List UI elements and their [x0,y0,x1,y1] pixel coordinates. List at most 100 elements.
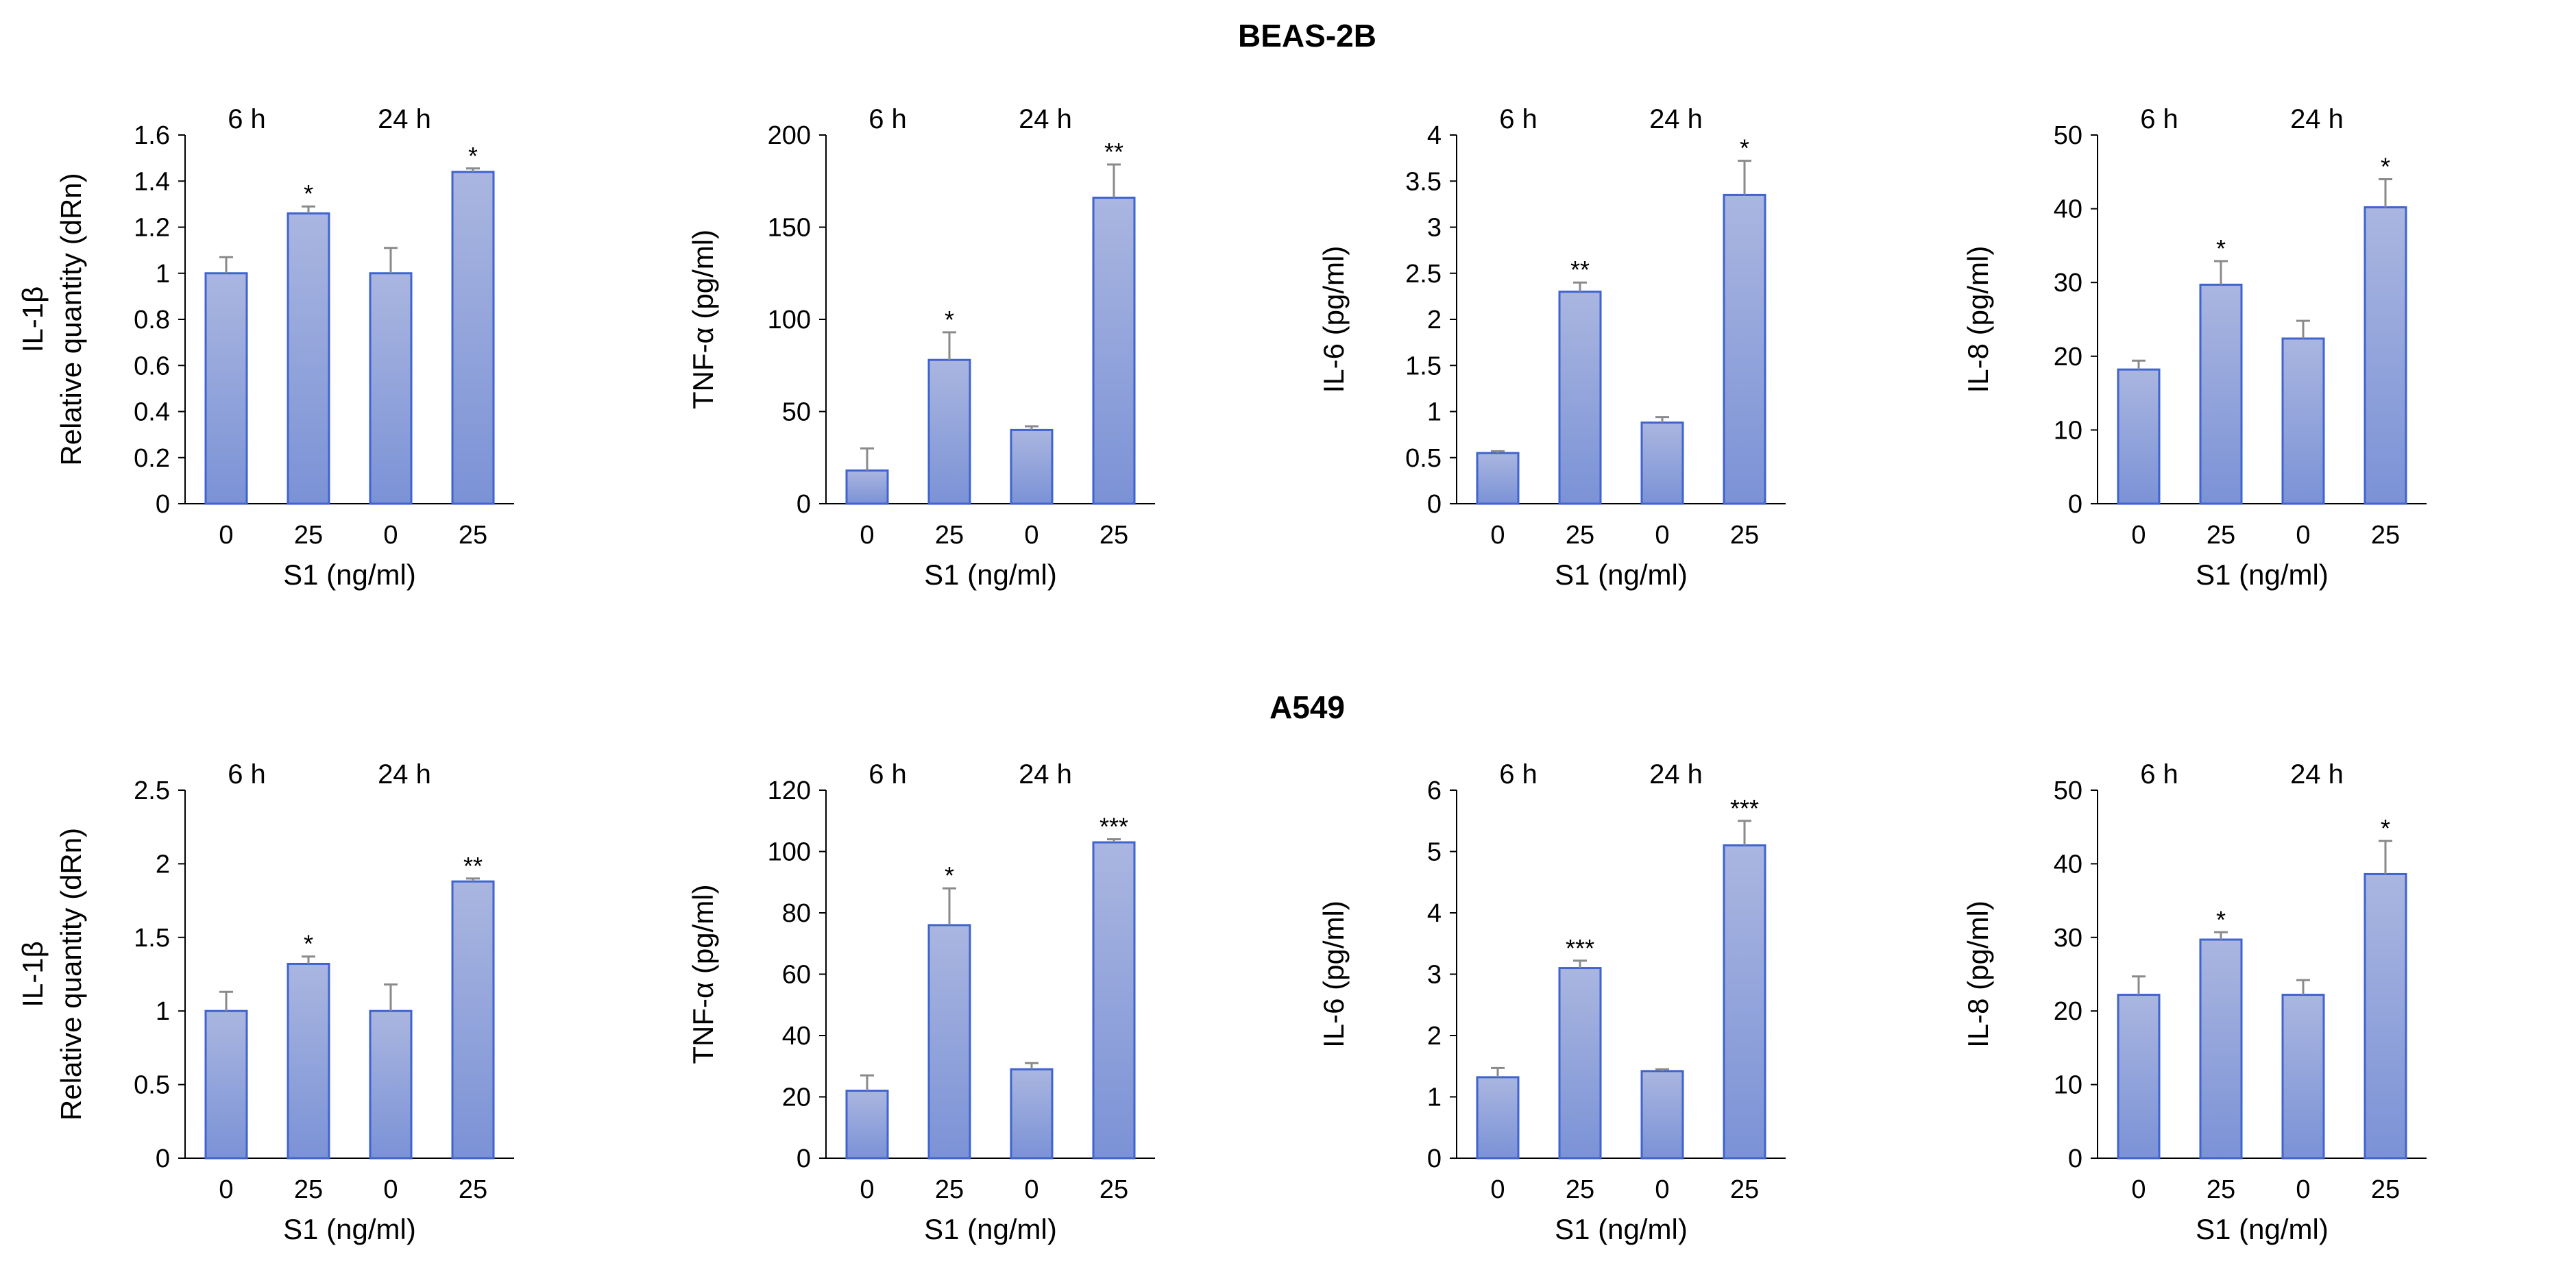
g0-c1-period-label: 24 h [1019,104,1072,134]
g0-c3-x-tick-label: 0 [2296,521,2310,550]
g1-c3-x-tick-label: 0 [2131,1175,2146,1204]
g1-c2-x-axis-title: S1 (ng/ml) [1555,1213,1688,1245]
g0-c2-period-label: 6 h [1499,104,1538,134]
g0-c0-bar [204,272,248,505]
g1-c2-y-tick-label: 2 [1427,1022,1442,1051]
g1-c2-y-tick-label: 4 [1427,899,1442,928]
g1-c0-period-label: 24 h [378,759,431,789]
g1-c1-y-tick-label: 100 [768,838,811,867]
g0-c2-bar [1558,291,1602,505]
g1-c0-bar [451,880,495,1160]
g0-c1-bar [1010,428,1054,505]
g0-c3-bar [2364,206,2407,505]
g1-c1-x-tick-label: 25 [935,1175,964,1204]
g0-c0-x-tick-label: 25 [294,521,323,550]
g0-c0-x-tick-label: 25 [459,521,487,550]
g1-c2-bar [1640,1070,1684,1160]
g0-c0-significance-label: * [468,142,478,170]
g1-c0-y-axis-title: IL-1β [16,941,49,1007]
g0-c2-y-tick-label: 3 [1427,214,1442,243]
g0-c3-y-tick-label: 0 [2068,490,2082,519]
g1-c2-x-tick-label: 0 [1655,1175,1669,1204]
g1-c2-x-tick-label: 25 [1566,1175,1594,1204]
g0-c1-x-tick-label: 0 [1024,521,1038,550]
g0-c0-y-tick-label: 0.2 [134,444,170,473]
g1-c1-x-tick-label: 25 [1099,1175,1128,1204]
g1-c3-x-axis-title: S1 (ng/ml) [2196,1213,2329,1245]
g0-c1-period-label: 6 h [868,104,907,134]
g1-c0-y-tick-label: 0.5 [134,1071,170,1100]
g1-c1-bar [845,1090,889,1160]
g1-c1-y-tick-label: 80 [782,899,811,928]
g0-c1-x-tick-label: 25 [1099,521,1128,550]
g0-c2-bar [1640,421,1684,505]
g1-c2-x-tick-label: 0 [1490,1175,1505,1204]
g0-c0-period-label: 24 h [378,104,431,134]
g1-c1-period-label: 6 h [868,759,907,789]
g0-c3-bar [2199,283,2243,505]
g1-c0-y-tick-label: 1 [156,997,170,1026]
g1-c3-y-tick-label: 30 [2054,924,2082,953]
g0-c0-y-tick-label: 0.8 [134,306,170,334]
charts-layer: 00.20.40.60.811.21.41.60*25 0*256 h 24 hS1… [16,104,2427,1245]
g0-c0-bar [287,212,330,505]
g1-c2-y-tick-label: 0 [1427,1144,1442,1173]
g0-c3-y-tick-label: 50 [2054,121,2082,150]
g1-c0-significance-label: ** [463,852,483,880]
g0-c3-x-tick-label: 25 [2371,521,2400,550]
g1-c1-x-axis-title: S1 (ng/ml) [924,1213,1057,1245]
g0-c2-x-tick-label: 0 [1490,521,1505,550]
g1-c1-period-label: 24 h [1019,759,1072,789]
g1-c3-y-tick-label: 0 [2068,1144,2082,1173]
g0-c2-significance-label: * [1740,134,1749,162]
g1-c2-period-label: 24 h [1649,759,1703,789]
g0-c3-period-label: 24 h [2290,104,2344,134]
g0-c1-bar [845,469,889,505]
g0-c2-y-tick-label: 0.5 [1405,444,1442,473]
g0-c0-x-tick-label: 0 [383,521,398,550]
g0-c2-y-tick-label: 1 [1427,398,1442,427]
g0-c2-y-tick-label: 3.5 [1405,167,1442,196]
g1-c0-period-label: 6 h [228,759,266,789]
g1-c1-y-tick-label: 120 [768,776,811,805]
g1-c3-period-label: 6 h [2140,759,2178,789]
g0-c1-y-tick-label: 100 [768,306,811,334]
g1-c3-y-tick-label: 40 [2054,850,2082,879]
g1-c2-y-tick-label: 3 [1427,961,1442,990]
g1-c1-x-tick-label: 0 [860,1175,874,1204]
g0-c3-x-tick-label: 25 [2207,521,2235,550]
g1-c3-y-tick-label: 50 [2054,776,2082,805]
g0-c2-x-axis-title: S1 (ng/ml) [1555,559,1688,591]
g1-c1-y-tick-label: 60 [782,961,811,990]
g0-c0-y-tick-label: 0.6 [134,352,170,380]
g1-c3-period-label: 24 h [2290,759,2344,789]
g1-c3-significance-label: * [2216,905,2226,933]
g1-c1-bar [1092,841,1136,1160]
g0-c0-bar [451,171,495,505]
a549-section-title: A549 [1269,689,1345,725]
g1-c3-y-tick-label: 20 [2054,997,2082,1026]
g0-c1-y-tick-label: 50 [782,398,811,427]
g1-c3-y-axis-title: IL-8 (pg/ml) [1962,901,1994,1048]
g0-c3-y-tick-label: 10 [2054,416,2082,445]
g0-c3-significance-label: * [2381,153,2390,181]
g0-c0-y-tick-label: 1.2 [134,214,170,243]
g1-c3-bar [2281,994,2325,1160]
g0-c2-y-tick-label: 2.5 [1405,260,1442,289]
g0-c1-y-tick-label: 150 [768,214,811,243]
g0-c0-x-tick-label: 0 [219,521,233,550]
g1-c3-x-tick-label: 25 [2371,1175,2400,1204]
g0-c3-x-axis-title: S1 (ng/ml) [2196,559,2329,591]
g0-c1-significance-label: ** [1104,138,1123,166]
g0-c1-x-axis-title: S1 (ng/ml) [924,559,1057,591]
g0-c1-y-tick-label: 200 [768,121,811,150]
g1-c3-bar [2364,872,2407,1160]
g0-c2-period-label: 24 h [1649,104,1703,134]
g1-c0-x-tick-label: 25 [294,1175,323,1204]
g1-c1-y-tick-label: 0 [797,1144,811,1173]
g1-c1-significance-label: *** [1099,813,1128,841]
g0-c2-y-tick-label: 2 [1427,306,1442,334]
g0-c1-y-axis-title: TNF-α (pg/ml) [687,230,719,409]
g1-c1-bar [1010,1068,1054,1160]
